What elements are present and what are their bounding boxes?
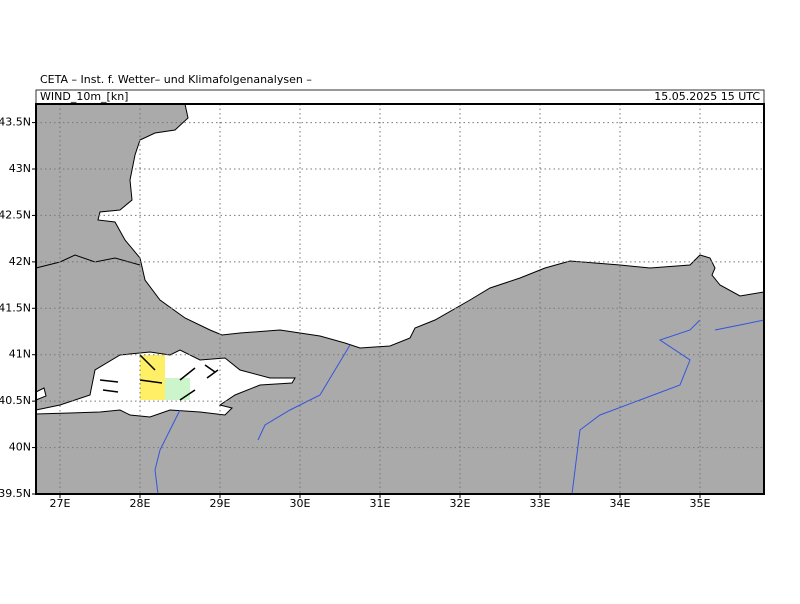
lat-label: 40N bbox=[9, 441, 31, 454]
lon-label: 27E bbox=[50, 497, 71, 510]
lon-label: 30E bbox=[290, 497, 311, 510]
lat-label: 40.5N bbox=[0, 394, 31, 407]
lon-label: 28E bbox=[130, 497, 151, 510]
lat-label: 39.5N bbox=[0, 487, 31, 500]
black-sea bbox=[97, 103, 765, 349]
border bbox=[35, 254, 141, 269]
lat-label: 42.5N bbox=[0, 208, 31, 221]
map bbox=[32, 103, 765, 498]
lat-label: 42N bbox=[9, 255, 31, 268]
wind-area-green bbox=[165, 378, 190, 400]
wind-area-yellow bbox=[140, 355, 165, 400]
rivers bbox=[154, 319, 765, 495]
lon-label: 29E bbox=[210, 497, 231, 510]
header-title: CETA – Inst. f. Wetter– und Klimafolgena… bbox=[40, 73, 312, 86]
lon-label: 31E bbox=[370, 497, 391, 510]
field-label: WIND_10m_[kn] bbox=[40, 90, 128, 103]
lon-label: 32E bbox=[450, 497, 471, 510]
lat-label: 43.5N bbox=[0, 116, 31, 129]
lon-label: 33E bbox=[530, 497, 551, 510]
lat-label: 41.5N bbox=[0, 301, 31, 314]
valid-time: 15.05.2025 15 UTC bbox=[654, 90, 760, 103]
wind-barbs bbox=[99, 354, 219, 401]
lon-label: 35E bbox=[690, 497, 711, 510]
map-frame bbox=[35, 103, 765, 495]
lat-label: 43N bbox=[9, 162, 31, 175]
lat-label: 41N bbox=[9, 348, 31, 361]
lon-label: 34E bbox=[610, 497, 631, 510]
